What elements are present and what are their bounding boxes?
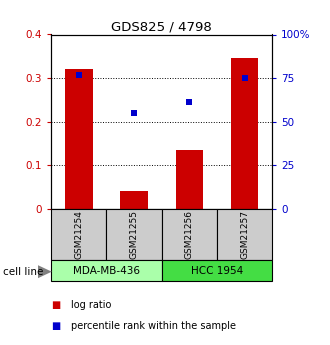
Bar xyxy=(176,150,203,209)
Bar xyxy=(65,69,93,209)
Text: ■: ■ xyxy=(51,321,60,331)
Text: log ratio: log ratio xyxy=(71,300,111,310)
Text: GSM21256: GSM21256 xyxy=(185,210,194,259)
Bar xyxy=(106,209,162,260)
Polygon shape xyxy=(38,265,52,278)
Text: GSM21254: GSM21254 xyxy=(74,210,83,259)
Bar xyxy=(162,260,272,281)
Bar xyxy=(162,209,217,260)
Text: GSM21255: GSM21255 xyxy=(130,210,139,259)
Bar xyxy=(231,58,258,209)
Text: ■: ■ xyxy=(51,300,60,310)
Text: MDA-MB-436: MDA-MB-436 xyxy=(73,266,140,276)
Text: GSM21257: GSM21257 xyxy=(240,210,249,259)
Text: HCC 1954: HCC 1954 xyxy=(191,266,243,276)
Bar xyxy=(51,260,162,281)
Text: percentile rank within the sample: percentile rank within the sample xyxy=(71,321,236,331)
Bar xyxy=(217,209,272,260)
Title: GDS825 / 4798: GDS825 / 4798 xyxy=(111,20,212,33)
Bar xyxy=(51,209,106,260)
Bar xyxy=(120,191,148,209)
Text: cell line: cell line xyxy=(3,267,44,276)
